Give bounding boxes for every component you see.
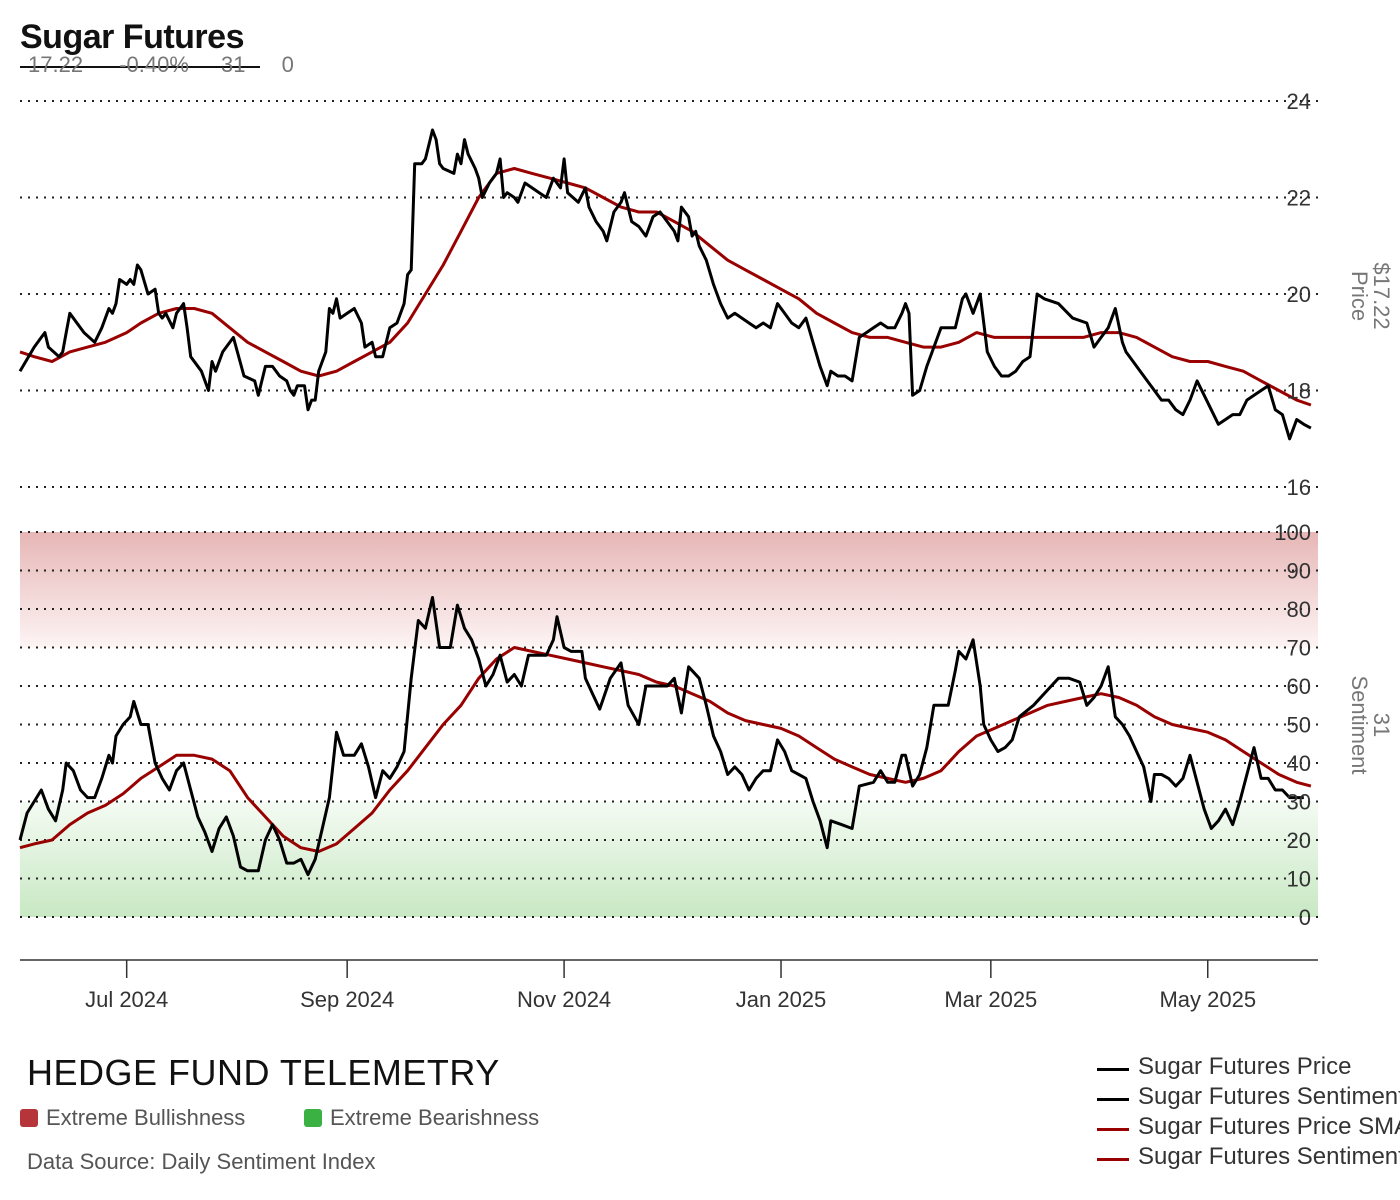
chart-title: Sugar Futures bbox=[20, 18, 244, 56]
sentiment-tick-label: 50 bbox=[1287, 713, 1311, 738]
sentiment-axis-title-line: 31 bbox=[1369, 713, 1394, 737]
legend-label: Sugar Futures Price bbox=[1138, 1053, 1352, 1080]
chart-canvas: 16 18 20 22 24 0 10 20 30 40 50 60 70 80 90 100 Price$17… bbox=[18, 89, 1394, 1012]
legend-label: Sugar Futures Sentiment SMA bbox=[1138, 1143, 1400, 1170]
x-tick-label: May 2025 bbox=[1159, 987, 1256, 1012]
x-tick-label: Jul 2024 bbox=[85, 987, 168, 1012]
sentiment-tick-label: 30 bbox=[1287, 790, 1311, 815]
sentiment-tick-label: 90 bbox=[1287, 559, 1311, 584]
bull-swatch bbox=[20, 1109, 38, 1127]
price-line bbox=[18, 128, 1312, 441]
sentiment-tick-label: 10 bbox=[1287, 867, 1311, 892]
x-tick-label: Nov 2024 bbox=[517, 987, 611, 1012]
sentiment-axis-title-line: Sentiment bbox=[1347, 675, 1372, 774]
legend-swatch bbox=[1097, 1098, 1129, 1101]
sentiment-tick-label: 80 bbox=[1287, 597, 1311, 622]
price-tick-label: 24 bbox=[1287, 89, 1311, 114]
legend-swatch bbox=[1097, 1068, 1129, 1071]
extreme-bearishness-band bbox=[20, 801, 1318, 917]
price-tick-label: 22 bbox=[1287, 186, 1311, 211]
price-value: 17.22 bbox=[28, 52, 84, 77]
x-tick-label: Jan 2025 bbox=[736, 987, 827, 1012]
sentiment-tick-label: 70 bbox=[1287, 636, 1311, 661]
sentiment-tick-label: 40 bbox=[1287, 751, 1311, 776]
price-tick-label: 18 bbox=[1287, 379, 1311, 404]
title-underline bbox=[20, 66, 260, 68]
sentiment-sma-line bbox=[19, 646, 1312, 853]
brand-name: HEDGE FUND TELEMETRY bbox=[27, 1052, 500, 1093]
x-tick-label: Mar 2025 bbox=[944, 987, 1037, 1012]
sentiment-line bbox=[18, 596, 1304, 877]
legend-swatch bbox=[1097, 1158, 1129, 1161]
price-axis-title: Price$17.22 bbox=[1347, 262, 1394, 329]
legend-swatch bbox=[1097, 1128, 1129, 1131]
sentiment-value: 31 bbox=[221, 52, 246, 77]
price-tick-label: 20 bbox=[1287, 282, 1311, 307]
change-percent: -0.40% bbox=[119, 52, 189, 77]
extreme-bear-label: Extreme Bearishness bbox=[330, 1105, 540, 1130]
price-axis-title-line: Price bbox=[1347, 271, 1372, 321]
sentiment-tick-label: 0 bbox=[1299, 905, 1311, 930]
sentiment-tick-label: 60 bbox=[1287, 674, 1311, 699]
header-stats: 17.22 -0.40% 31 0 bbox=[28, 52, 294, 78]
data-source: Data Source: Daily Sentiment Index bbox=[27, 1149, 376, 1174]
legend: Sugar Futures Price Sugar Futures Sentime… bbox=[1090, 1050, 1400, 1180]
sentiment-tick-label: 20 bbox=[1287, 828, 1311, 853]
extreme-bullishness-band bbox=[20, 532, 1318, 648]
price-tick-label: 16 bbox=[1287, 475, 1311, 500]
legend-label: Sugar Futures Sentiment bbox=[1138, 1083, 1400, 1110]
sentiment-tick-label: 100 bbox=[1274, 520, 1311, 545]
legend-label: Sugar Futures Price SMA bbox=[1138, 1113, 1400, 1140]
price-axis-title-line: $17.22 bbox=[1369, 262, 1394, 329]
x-tick-label: Sep 2024 bbox=[300, 987, 394, 1012]
bear-swatch bbox=[304, 1109, 322, 1127]
sentiment-change: 0 bbox=[281, 52, 294, 77]
extreme-bull-label: Extreme Bullishness bbox=[46, 1105, 246, 1130]
